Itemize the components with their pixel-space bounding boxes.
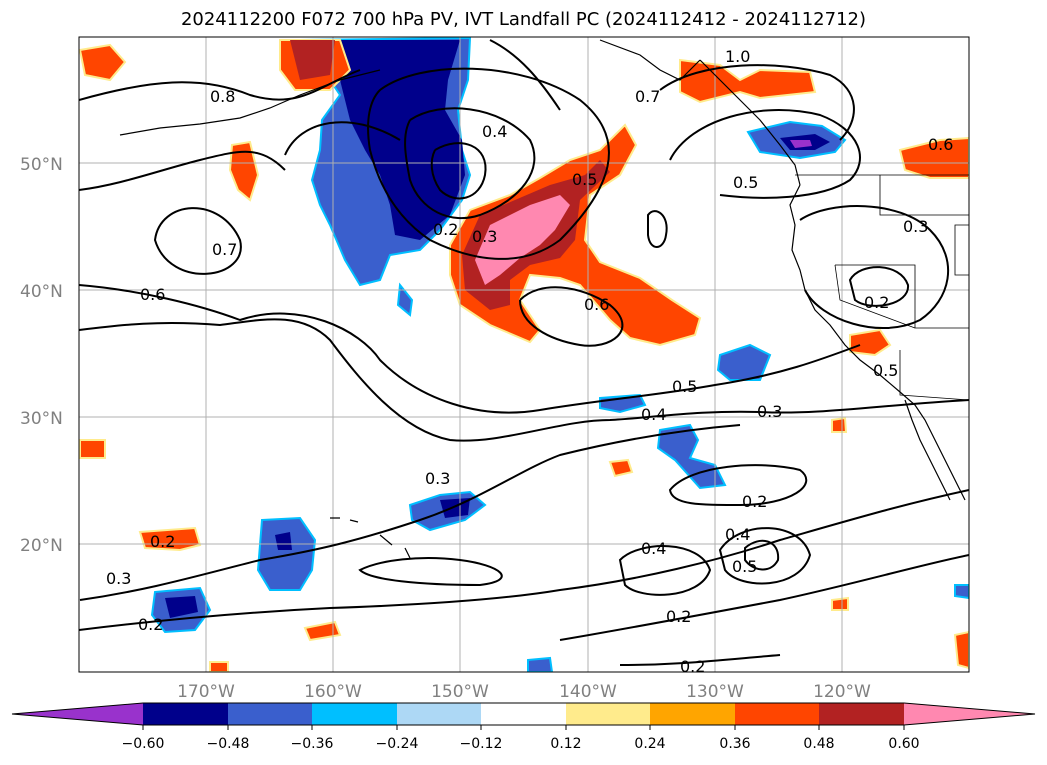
- colorbar-bin: [143, 703, 228, 725]
- contour-label: 0.3: [757, 402, 782, 421]
- lat-label-20n: 20°N: [20, 536, 63, 556]
- colorbar-bin: [312, 703, 397, 725]
- political-borders: [795, 174, 969, 401]
- contour-label: 0.5: [733, 173, 758, 192]
- lon-label-120w: 120°W: [813, 682, 871, 702]
- contour-label: 0.6: [584, 295, 609, 314]
- contour-label: 0.5: [732, 557, 757, 576]
- contour-label: 0.3: [472, 227, 497, 246]
- contour-label: 0.4: [641, 405, 666, 424]
- lat-label-50n: 50°N: [20, 155, 63, 175]
- contour-label: 0.5: [572, 170, 597, 189]
- contour-label: 0.4: [641, 539, 666, 558]
- lon-label-130w: 130°W: [686, 682, 744, 702]
- longitude-labels: 170°W 160°W 150°W 140°W 130°W 120°W: [177, 682, 871, 702]
- colorbar-tick-label: −0.36: [291, 736, 334, 752]
- contour-labels: 0.8 0.7 0.6 0.4 0.3 0.2 0.5 0.6 1.0 0.7 …: [106, 47, 953, 676]
- colorbar-bin: [819, 703, 904, 725]
- contour-label: 0.2: [742, 492, 767, 511]
- colorbar-tick-label: 0.36: [719, 736, 750, 752]
- coastlines: [119, 39, 966, 559]
- pos-anomaly-core: [475, 195, 570, 285]
- colorbar-over-extension: [904, 703, 1035, 725]
- contour-label: 0.4: [482, 122, 507, 141]
- lon-label-140w: 140°W: [559, 682, 617, 702]
- contour-label: 0.7: [635, 87, 660, 106]
- contour-label: 0.5: [672, 377, 697, 396]
- contour-label: 0.5: [873, 361, 898, 380]
- contour-label: 0.6: [140, 285, 165, 304]
- lon-label-150w: 150°W: [431, 682, 489, 702]
- contour-label: 0.6: [928, 135, 953, 154]
- colorbar-bin: [228, 703, 312, 725]
- map-title: 2024112200 F072 700 hPa PV, IVT Landfall…: [180, 9, 867, 30]
- gridlines: [79, 37, 969, 672]
- colorbar-tick-label: 0.24: [634, 736, 665, 752]
- pv-contours: [79, 39, 969, 666]
- colorbar-bin: [735, 703, 819, 725]
- colorbar-under-extension: [12, 703, 143, 725]
- contour-label: 0.2: [138, 615, 163, 634]
- contour-label: 0.2: [680, 657, 705, 676]
- contour-label: 0.8: [210, 87, 235, 106]
- neg-anomaly-core: [330, 40, 465, 240]
- colorbar: −0.60 −0.48 −0.36 −0.24 −0.12 0.12 0.24 …: [11, 702, 1036, 752]
- contour-label: 0.4: [725, 525, 750, 544]
- contour-label: 0.3: [425, 469, 450, 488]
- pv-fill-layer: [79, 37, 969, 672]
- colorbar-bin: [650, 703, 735, 725]
- contour-label: 1.0: [725, 47, 750, 66]
- map-plot-area: 0.8 0.7 0.6 0.4 0.3 0.2 0.5 0.6 1.0 0.7 …: [79, 37, 969, 676]
- map-frame: [78, 36, 970, 673]
- colorbar-bin: [566, 703, 650, 725]
- contour-label: 0.3: [106, 569, 131, 588]
- colorbar-bin: [397, 703, 481, 725]
- colorbar-tick-label: 0.12: [550, 736, 581, 752]
- contour-label: 0.2: [433, 220, 458, 239]
- colorbar-tick-label: 0.60: [888, 736, 919, 752]
- colorbar-tick-label: −0.48: [207, 736, 250, 752]
- contour-label: 0.3: [903, 217, 928, 236]
- colorbar-tick-label: −0.60: [122, 736, 165, 752]
- colorbar-bin: [481, 703, 566, 725]
- colorbar-tick-label: 0.48: [803, 736, 834, 752]
- contour-label: 0.2: [666, 607, 691, 626]
- contour-label: 0.7: [212, 240, 237, 259]
- colorbar-tick-label: −0.12: [460, 736, 503, 752]
- lon-label-170w: 170°W: [177, 682, 235, 702]
- latitude-labels: 20°N 30°N 40°N 50°N: [20, 155, 63, 556]
- contour-label: 0.2: [150, 532, 175, 551]
- lon-label-160w: 160°W: [304, 682, 362, 702]
- contour-label: 0.2: [864, 293, 889, 312]
- colorbar-tick-label: −0.24: [376, 736, 419, 752]
- lat-label-40n: 40°N: [20, 282, 63, 302]
- lat-label-30n: 30°N: [20, 409, 63, 429]
